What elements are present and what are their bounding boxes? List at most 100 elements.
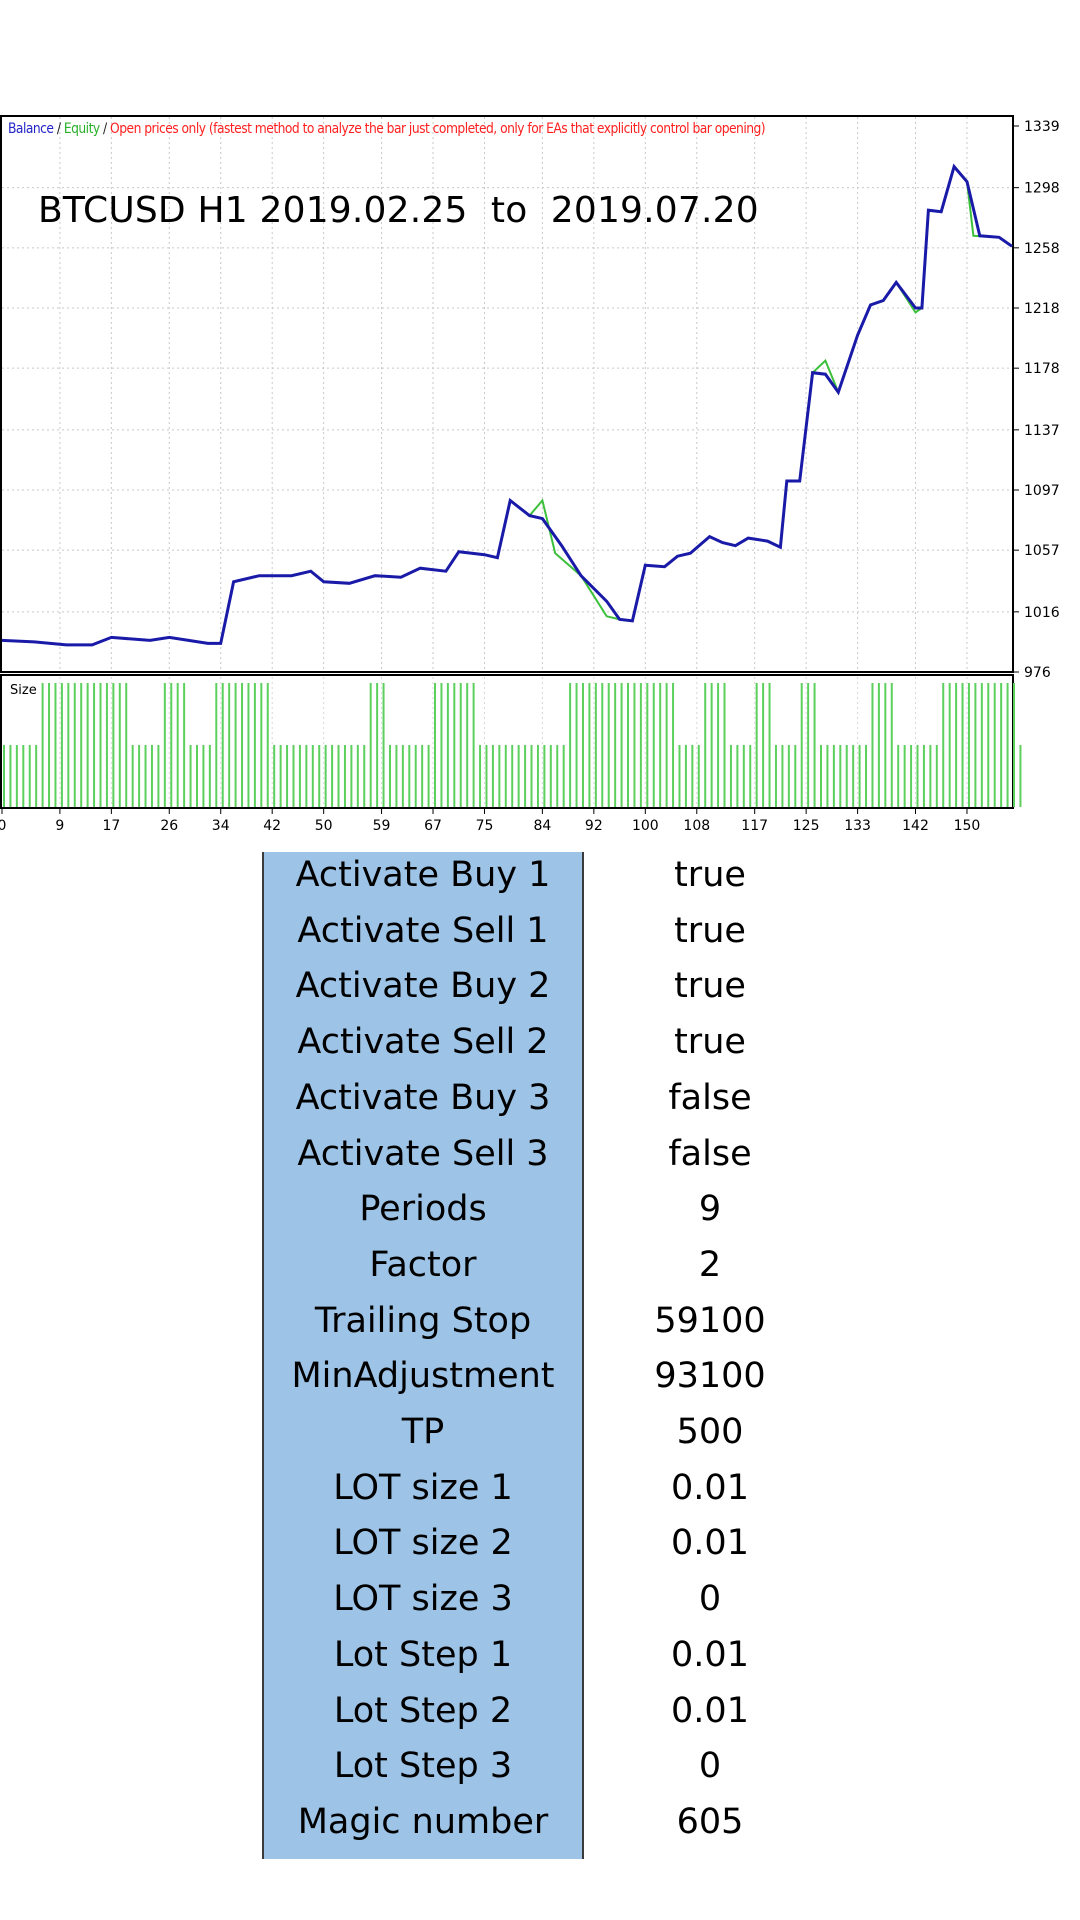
param-row: TP 500 bbox=[0, 1405, 1080, 1460]
param-value: true bbox=[674, 1022, 746, 1063]
x-tick-label: 84 bbox=[533, 818, 551, 830]
param-row: Magic number 605 bbox=[0, 1795, 1080, 1850]
legend-balance: Balance bbox=[8, 121, 54, 137]
legend-separator: / bbox=[53, 121, 64, 137]
param-value: 0.01 bbox=[671, 1690, 749, 1731]
balance-line bbox=[1, 163, 1013, 647]
x-tick-label: 117 bbox=[741, 818, 768, 830]
param-value: 500 bbox=[676, 1412, 744, 1452]
param-name: LOT size 3 bbox=[333, 1579, 513, 1620]
legend-test-mode: Open prices only (fastest method to anal… bbox=[110, 121, 766, 137]
param-row: Factor 2 bbox=[0, 1238, 1080, 1293]
y-tick-label: 1178 bbox=[1024, 361, 1060, 377]
params-key-column bbox=[262, 852, 584, 1859]
param-name: Activate Sell 3 bbox=[297, 1133, 549, 1174]
x-tick-label: 75 bbox=[476, 818, 494, 830]
y-tick-label: 976 bbox=[1024, 665, 1051, 681]
y-tick-label: 1298 bbox=[1024, 181, 1060, 197]
param-name: Lot Step 3 bbox=[333, 1746, 513, 1787]
param-row: LOT size 1 0.01 bbox=[0, 1461, 1080, 1516]
size-panel: Size bbox=[0, 674, 1022, 809]
param-value: 93100 bbox=[654, 1356, 766, 1397]
param-name: Lot Step 1 bbox=[333, 1634, 513, 1675]
price-panel: 1339 1298 1258 1218 1178 1137 1097 1057 1016 976 bbox=[0, 115, 1060, 681]
x-tick-label: 125 bbox=[793, 818, 820, 830]
x-axis: 0 9 17 26 34 42 50 59 67 75 84 92 100 108 117 125 133 142… bbox=[0, 808, 980, 830]
param-name: TP bbox=[401, 1412, 445, 1452]
param-row: Activate Buy 3 false bbox=[0, 1071, 1080, 1126]
param-name: Magic number bbox=[297, 1801, 549, 1842]
param-value: 0 bbox=[698, 1746, 722, 1787]
param-value: 2 bbox=[698, 1244, 722, 1285]
y-tick-label: 1218 bbox=[1024, 301, 1060, 317]
param-value: 605 bbox=[676, 1801, 744, 1842]
param-value: false bbox=[668, 1133, 752, 1174]
y-tick-label: 1097 bbox=[1024, 483, 1060, 499]
y-tick-label: 1339 bbox=[1024, 119, 1060, 135]
param-row: Lot Step 2 0.01 bbox=[0, 1684, 1080, 1739]
param-name: LOT size 2 bbox=[333, 1523, 513, 1564]
y-tick-label: 1137 bbox=[1024, 423, 1060, 439]
param-name: Lot Step 2 bbox=[333, 1690, 513, 1731]
param-row: Activate Sell 1 true bbox=[0, 904, 1080, 959]
param-name: Factor bbox=[369, 1244, 477, 1285]
legend-separator: / bbox=[99, 121, 111, 137]
param-name: MinAdjustment bbox=[291, 1356, 555, 1397]
param-row: Activate Buy 1 true bbox=[0, 848, 1080, 903]
x-tick-label: 59 bbox=[373, 818, 391, 830]
param-name: LOT size 1 bbox=[333, 1467, 513, 1508]
x-tick-label: 67 bbox=[424, 818, 442, 830]
param-name: Periods bbox=[359, 1189, 487, 1230]
param-row: LOT size 2 0.01 bbox=[0, 1516, 1080, 1571]
param-value: true bbox=[674, 910, 746, 951]
param-row: Activate Buy 2 true bbox=[0, 959, 1080, 1014]
y-tick-label: 1057 bbox=[1024, 543, 1060, 559]
x-tick-label: 17 bbox=[102, 818, 120, 830]
x-tick-label: 108 bbox=[683, 818, 710, 830]
param-row: Lot Step 1 0.01 bbox=[0, 1628, 1080, 1683]
param-row: Activate Sell 2 true bbox=[0, 1015, 1080, 1070]
param-row: MinAdjustment 93100 bbox=[0, 1349, 1080, 1404]
param-value: 0.01 bbox=[671, 1523, 749, 1564]
param-name: Activate Buy 1 bbox=[295, 855, 551, 895]
chart-legend: Balance / Equity / Open prices only (fas… bbox=[8, 121, 766, 137]
size-bars bbox=[3, 683, 1022, 807]
size-grid bbox=[59, 677, 968, 807]
size-panel-label: Size bbox=[10, 683, 37, 698]
param-value: true bbox=[674, 855, 746, 895]
param-name: Activate Sell 1 bbox=[297, 910, 549, 951]
x-tick-label: 42 bbox=[263, 818, 281, 830]
param-value: 0.01 bbox=[671, 1634, 749, 1675]
y-axis: 1339 1298 1258 1218 1178 1137 1097 1057 1016 976 bbox=[1013, 119, 1060, 681]
param-row: Trailing Stop 59100 bbox=[0, 1294, 1080, 1349]
param-value: 0.01 bbox=[671, 1467, 749, 1508]
x-tick-label: 26 bbox=[160, 818, 178, 830]
price-grid bbox=[2, 117, 1012, 672]
param-value: 59100 bbox=[654, 1300, 766, 1341]
param-value: true bbox=[674, 966, 746, 1007]
param-row: LOT size 3 0 bbox=[0, 1572, 1080, 1627]
x-tick-label: 133 bbox=[844, 818, 871, 830]
param-name: Activate Buy 3 bbox=[295, 1077, 551, 1118]
x-tick-label: 0 bbox=[0, 818, 6, 830]
x-tick-label: 9 bbox=[55, 818, 64, 830]
param-value: false bbox=[668, 1077, 752, 1118]
param-name: Activate Buy 2 bbox=[295, 966, 551, 1007]
x-tick-label: 142 bbox=[902, 818, 929, 830]
chart-title: BTCUSD H1 2019.02.25 to 2019.07.20 bbox=[38, 190, 759, 231]
x-tick-label: 34 bbox=[212, 818, 230, 830]
param-name: Activate Sell 2 bbox=[297, 1022, 549, 1063]
series-lines bbox=[1, 163, 1013, 647]
param-name: Trailing Stop bbox=[314, 1300, 532, 1341]
x-tick-label: 92 bbox=[585, 818, 603, 830]
param-value: 0 bbox=[698, 1579, 722, 1620]
param-row: Periods 9 bbox=[0, 1182, 1080, 1237]
legend-equity: Equity bbox=[63, 121, 100, 137]
y-tick-label: 1258 bbox=[1024, 241, 1060, 257]
x-tick-label: 50 bbox=[315, 818, 333, 830]
x-tick-label: 100 bbox=[632, 818, 659, 830]
y-tick-label: 1016 bbox=[1024, 605, 1060, 621]
param-value: 9 bbox=[698, 1189, 722, 1230]
param-row: Activate Sell 3 false bbox=[0, 1127, 1080, 1182]
backtest-chart: 133912981258121811781137109710571016976 … bbox=[0, 115, 1060, 830]
